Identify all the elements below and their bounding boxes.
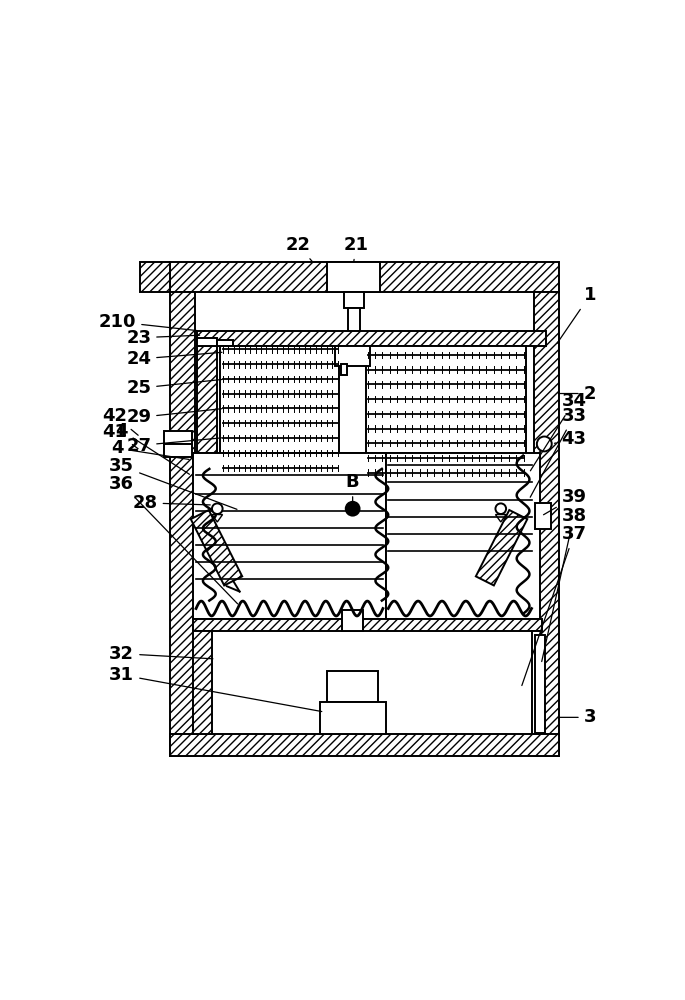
Text: 28: 28 — [132, 494, 210, 512]
Bar — [217, 340, 233, 346]
Text: 36: 36 — [109, 475, 238, 604]
Bar — [197, 338, 217, 346]
Text: 39: 39 — [543, 488, 586, 515]
Text: 29: 29 — [126, 408, 222, 426]
Text: 4: 4 — [111, 439, 189, 459]
Bar — [342, 610, 363, 631]
Bar — [535, 503, 551, 529]
Text: 27: 27 — [126, 437, 222, 455]
Text: 2: 2 — [558, 385, 596, 403]
Bar — [327, 671, 378, 702]
Bar — [220, 346, 526, 501]
Bar — [534, 292, 559, 756]
Text: 37: 37 — [522, 525, 586, 686]
Text: 33: 33 — [530, 407, 586, 497]
Text: 34: 34 — [530, 392, 586, 471]
Circle shape — [537, 437, 551, 451]
Text: 4: 4 — [116, 422, 190, 474]
Text: 24: 24 — [126, 350, 222, 368]
Circle shape — [495, 503, 506, 514]
Text: 1: 1 — [557, 286, 596, 343]
Text: 210: 210 — [99, 313, 197, 331]
Bar — [193, 631, 212, 734]
Bar — [197, 503, 523, 515]
Bar — [164, 444, 192, 457]
Bar — [386, 453, 540, 619]
Bar — [532, 631, 541, 734]
Bar — [339, 346, 366, 501]
Circle shape — [346, 502, 360, 516]
Text: 25: 25 — [126, 379, 222, 397]
Bar — [169, 734, 559, 756]
Bar — [344, 292, 364, 308]
Text: 21: 21 — [344, 236, 369, 262]
Text: 22: 22 — [286, 236, 312, 261]
Bar — [169, 262, 559, 292]
Text: 42: 42 — [102, 407, 138, 435]
Text: 43: 43 — [554, 430, 586, 448]
Bar — [197, 331, 547, 346]
Polygon shape — [190, 510, 242, 585]
Text: 23: 23 — [126, 329, 199, 347]
Bar — [140, 262, 169, 292]
Bar — [193, 453, 386, 619]
Text: B: B — [346, 473, 360, 509]
Text: 3: 3 — [558, 708, 596, 726]
Polygon shape — [476, 510, 527, 585]
Bar — [348, 308, 360, 337]
Bar — [335, 346, 370, 366]
Bar — [169, 292, 195, 756]
Bar — [197, 346, 217, 505]
Bar — [535, 635, 545, 733]
Bar — [164, 431, 192, 444]
Text: 38: 38 — [542, 507, 586, 662]
Bar — [341, 364, 347, 375]
Text: 41: 41 — [102, 423, 138, 449]
Bar — [320, 702, 386, 734]
Bar — [327, 262, 380, 292]
Text: 31: 31 — [109, 666, 322, 712]
Bar — [193, 619, 543, 631]
Text: 32: 32 — [109, 645, 213, 663]
Circle shape — [212, 503, 223, 514]
Bar — [193, 453, 473, 465]
Text: 35: 35 — [109, 457, 237, 509]
